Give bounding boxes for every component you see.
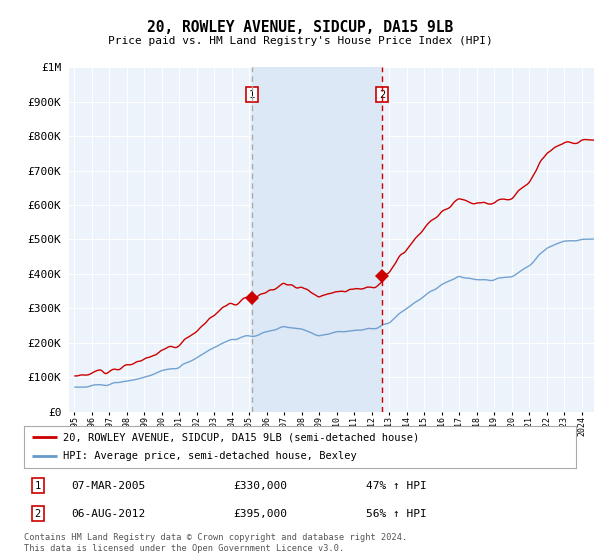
Text: 07-MAR-2005: 07-MAR-2005 [71, 480, 145, 491]
Text: 47% ↑ HPI: 47% ↑ HPI [366, 480, 427, 491]
Text: Contains HM Land Registry data © Crown copyright and database right 2024.
This d: Contains HM Land Registry data © Crown c… [24, 533, 407, 553]
Text: 1: 1 [35, 480, 41, 491]
Text: £330,000: £330,000 [234, 480, 288, 491]
Text: 1: 1 [249, 90, 256, 100]
Bar [252, 67, 382, 412]
Text: HPI: Average price, semi-detached house, Bexley: HPI: Average price, semi-detached house,… [62, 451, 356, 461]
Text: £395,000: £395,000 [234, 508, 288, 519]
Text: 06-AUG-2012: 06-AUG-2012 [71, 508, 145, 519]
Text: 20, ROWLEY AVENUE, SIDCUP, DA15 9LB: 20, ROWLEY AVENUE, SIDCUP, DA15 9LB [147, 20, 453, 35]
Text: Price paid vs. HM Land Registry's House Price Index (HPI): Price paid vs. HM Land Registry's House … [107, 36, 493, 46]
Text: 20, ROWLEY AVENUE, SIDCUP, DA15 9LB (semi-detached house): 20, ROWLEY AVENUE, SIDCUP, DA15 9LB (sem… [62, 432, 419, 442]
Text: 2: 2 [35, 508, 41, 519]
Text: 56% ↑ HPI: 56% ↑ HPI [366, 508, 427, 519]
Text: 2: 2 [379, 90, 385, 100]
